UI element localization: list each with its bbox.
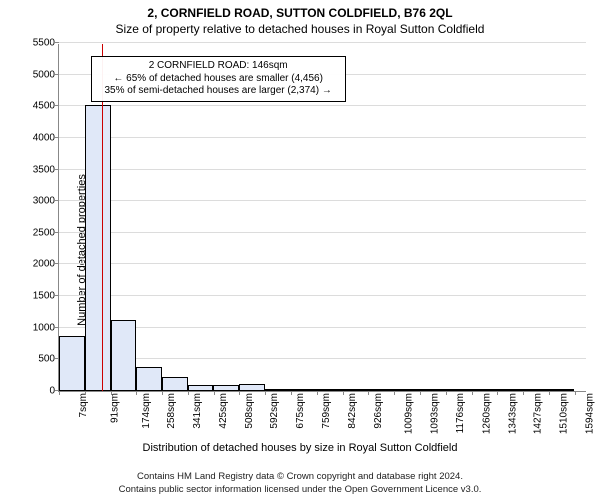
x-tick-mark bbox=[472, 391, 473, 395]
gridline bbox=[59, 295, 586, 296]
x-tick-label: 425sqm bbox=[218, 393, 229, 429]
gridline bbox=[59, 42, 586, 43]
x-tick-mark bbox=[368, 391, 369, 395]
y-tick-label: 4500 bbox=[33, 101, 59, 112]
x-tick-label: 842sqm bbox=[347, 393, 358, 429]
histogram-bar bbox=[59, 336, 85, 391]
x-tick-mark bbox=[239, 391, 240, 395]
gridline bbox=[59, 169, 586, 170]
histogram-bar bbox=[497, 389, 523, 391]
x-tick-mark bbox=[446, 391, 447, 395]
x-tick-mark bbox=[265, 391, 266, 395]
histogram-bar bbox=[111, 320, 137, 391]
footer-line-1: Contains HM Land Registry data © Crown c… bbox=[0, 471, 600, 483]
gridline bbox=[59, 137, 586, 138]
histogram-bar bbox=[265, 389, 291, 391]
gridline bbox=[59, 105, 586, 106]
x-tick-mark bbox=[317, 391, 318, 395]
histogram-plot: 0500100015002000250030003500400045005000… bbox=[58, 44, 586, 392]
footer-line-2: Contains public sector information licen… bbox=[0, 484, 600, 496]
x-tick-label: 258sqm bbox=[166, 393, 177, 429]
x-tick-label: 675sqm bbox=[295, 393, 306, 429]
y-tick-label: 2500 bbox=[33, 227, 59, 238]
y-tick-label: 3500 bbox=[33, 164, 59, 175]
histogram-bar bbox=[394, 389, 420, 391]
x-tick-mark bbox=[136, 391, 137, 395]
histogram-bar bbox=[548, 389, 574, 391]
histogram-bar bbox=[239, 384, 265, 391]
attribution-footer: Contains HM Land Registry data © Crown c… bbox=[0, 471, 600, 496]
x-tick-label: 1427sqm bbox=[533, 393, 544, 434]
histogram-bar bbox=[85, 105, 111, 391]
x-tick-label: 7sqm bbox=[78, 393, 89, 417]
y-tick-label: 2000 bbox=[33, 259, 59, 270]
histogram-bar bbox=[420, 389, 446, 391]
property-info-box: 2 CORNFIELD ROAD: 146sqm← 65% of detache… bbox=[91, 56, 346, 102]
x-tick-label: 1343sqm bbox=[507, 393, 518, 434]
gridline bbox=[59, 232, 586, 233]
y-tick-label: 5500 bbox=[33, 38, 59, 49]
x-tick-mark bbox=[497, 391, 498, 395]
histogram-bar bbox=[162, 377, 188, 391]
x-tick-label: 1594sqm bbox=[585, 393, 596, 434]
histogram-bar bbox=[291, 389, 317, 391]
histogram-bar bbox=[471, 389, 497, 391]
x-tick-mark bbox=[214, 391, 215, 395]
histogram-bar bbox=[317, 389, 343, 391]
y-tick-label: 1500 bbox=[33, 291, 59, 302]
x-tick-label: 1093sqm bbox=[430, 393, 441, 434]
histogram-bar bbox=[342, 389, 368, 391]
gridline bbox=[59, 200, 586, 201]
histogram-bar bbox=[188, 385, 214, 391]
y-tick-label: 5000 bbox=[33, 69, 59, 80]
x-tick-mark bbox=[523, 391, 524, 395]
x-tick-label: 508sqm bbox=[244, 393, 255, 429]
histogram-bar bbox=[445, 389, 471, 391]
info-line-3: 35% of semi-detached houses are larger (… bbox=[98, 85, 339, 98]
y-tick-label: 500 bbox=[38, 354, 59, 365]
x-tick-mark bbox=[111, 391, 112, 395]
x-tick-label: 341sqm bbox=[192, 393, 203, 429]
x-tick-label: 926sqm bbox=[373, 393, 384, 429]
gridline bbox=[59, 358, 586, 359]
x-tick-label: 1260sqm bbox=[481, 393, 492, 434]
x-tick-label: 1176sqm bbox=[455, 393, 466, 433]
x-tick-mark bbox=[549, 391, 550, 395]
title-main: 2, CORNFIELD ROAD, SUTTON COLDFIELD, B76… bbox=[0, 6, 600, 20]
histogram-bar bbox=[368, 389, 394, 391]
x-tick-mark bbox=[575, 391, 576, 395]
x-tick-mark bbox=[85, 391, 86, 395]
x-tick-label: 1009sqm bbox=[404, 393, 415, 434]
y-tick-label: 4000 bbox=[33, 132, 59, 143]
x-tick-mark bbox=[291, 391, 292, 395]
histogram-bar bbox=[136, 367, 162, 391]
x-tick-label: 592sqm bbox=[270, 393, 281, 429]
y-tick-label: 3000 bbox=[33, 196, 59, 207]
x-tick-mark bbox=[394, 391, 395, 395]
title-sub: Size of property relative to detached ho… bbox=[0, 22, 600, 36]
x-tick-label: 91sqm bbox=[109, 393, 120, 423]
gridline bbox=[59, 327, 586, 328]
info-line-2: ← 65% of detached houses are smaller (4,… bbox=[98, 73, 339, 86]
y-tick-label: 1000 bbox=[33, 322, 59, 333]
x-tick-mark bbox=[59, 391, 60, 395]
x-axis-label: Distribution of detached houses by size … bbox=[0, 442, 600, 454]
x-tick-mark bbox=[162, 391, 163, 395]
x-tick-label: 174sqm bbox=[141, 393, 152, 429]
x-tick-mark bbox=[188, 391, 189, 395]
y-tick-label: 0 bbox=[49, 386, 59, 397]
histogram-bar bbox=[213, 385, 239, 391]
info-line-1: 2 CORNFIELD ROAD: 146sqm bbox=[98, 60, 339, 73]
x-tick-mark bbox=[343, 391, 344, 395]
gridline bbox=[59, 263, 586, 264]
x-tick-label: 759sqm bbox=[321, 393, 332, 429]
histogram-bar bbox=[522, 389, 548, 391]
x-tick-mark bbox=[420, 391, 421, 395]
x-tick-label: 1510sqm bbox=[559, 393, 570, 434]
